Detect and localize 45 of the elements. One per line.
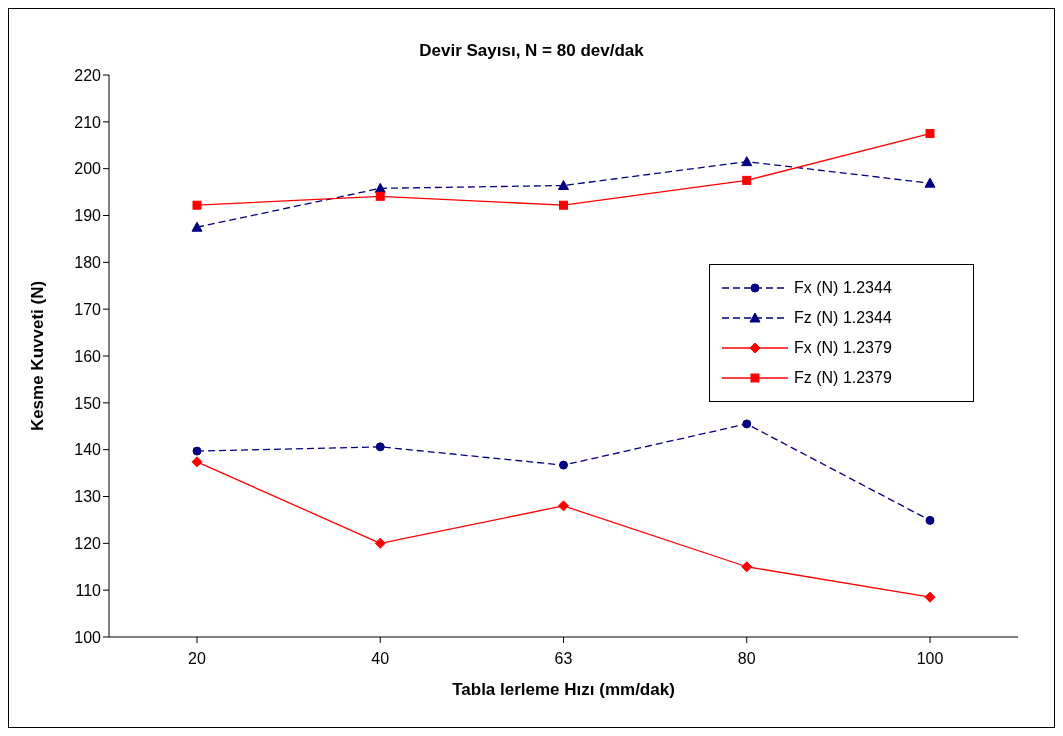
y-tick-label: 190 [74, 207, 102, 225]
point [558, 500, 569, 512]
y-tick-label: 210 [74, 113, 102, 131]
y-tick-label: 110 [75, 581, 102, 599]
point [374, 537, 386, 549]
point [559, 460, 568, 470]
y-tick-label: 220 [74, 66, 102, 84]
point [559, 200, 568, 210]
point [741, 561, 753, 573]
y-tick-label: 100 [74, 628, 102, 646]
point [925, 129, 935, 139]
point [925, 515, 935, 525]
y-tick-label: 120 [74, 535, 102, 553]
y-tick-label: 200 [74, 160, 102, 178]
point [375, 191, 385, 201]
point [924, 591, 936, 603]
point [742, 175, 752, 185]
legend-label: Fx (N) 1.2344 [794, 279, 892, 297]
point [191, 221, 203, 232]
y-tick-label: 180 [74, 254, 102, 272]
point [374, 182, 386, 193]
x-tick-label: 80 [737, 650, 756, 668]
legend-label: Fz (N) 1.2379 [794, 369, 892, 387]
point [558, 180, 569, 191]
x-tick-label: 100 [916, 650, 944, 668]
x-tick-label: 63 [554, 650, 573, 668]
y-tick-label: 140 [74, 441, 102, 459]
y-axis-title: Kesme Kuvveti (N) [28, 280, 48, 432]
y-tick-label: 130 [74, 488, 102, 506]
point [375, 442, 385, 452]
x-axis-title: Tabla lerleme Hızı (mm/dak) [452, 680, 675, 699]
x-tick-label: 40 [371, 650, 390, 668]
point [742, 419, 752, 429]
y-tick-label: 170 [74, 300, 102, 318]
legend-label: Fz (N) 1.2344 [794, 309, 892, 327]
point [741, 156, 753, 167]
y-tick-label: 150 [74, 394, 102, 412]
legend-label: Fx (N) 1.2379 [794, 339, 892, 357]
point [924, 177, 936, 188]
x-tick-label: 20 [188, 650, 206, 668]
y-tick-label: 160 [74, 347, 102, 365]
chart-title: Devir Sayısı, N = 80 dev/dak [418, 41, 645, 61]
point [191, 456, 203, 468]
point [192, 446, 202, 456]
point [192, 200, 202, 210]
